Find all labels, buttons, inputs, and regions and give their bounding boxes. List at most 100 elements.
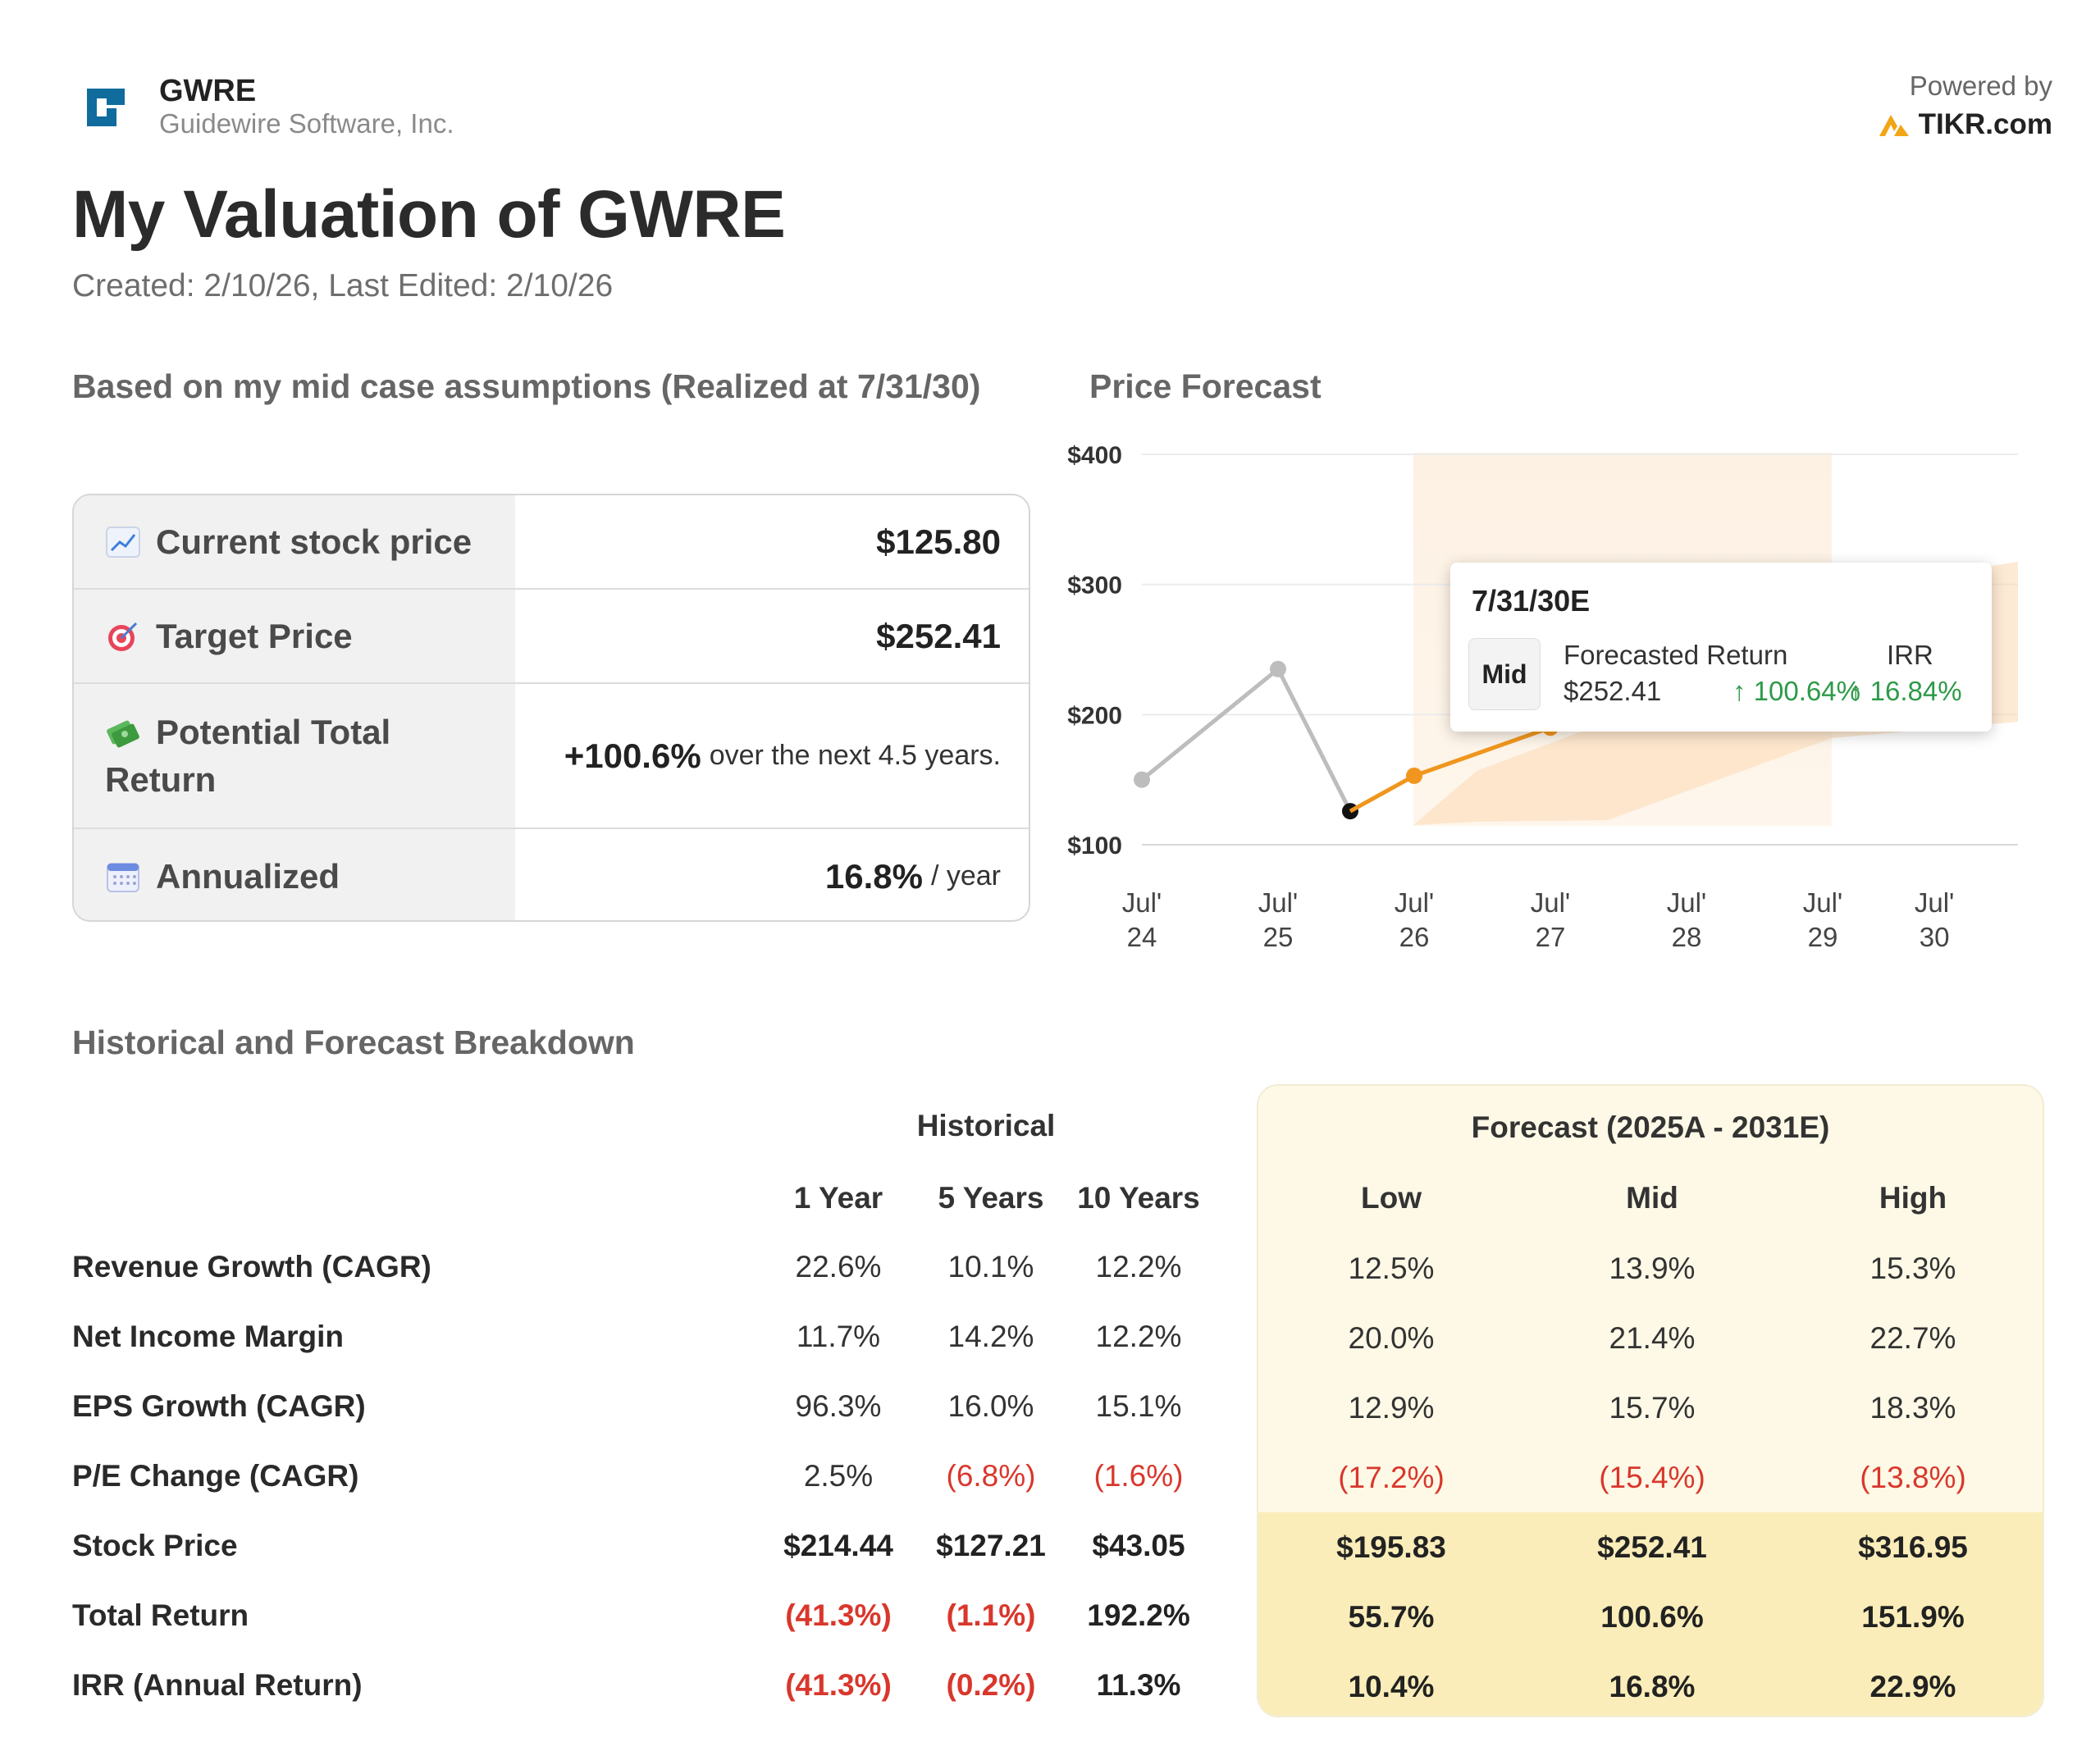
- company-name: Guidewire Software, Inc.: [159, 108, 454, 139]
- x-tick-label: 29: [1808, 922, 1838, 952]
- cell-high: $316.95: [1858, 1530, 1968, 1564]
- summary-label: Annualized: [156, 856, 340, 896]
- money-icon: [107, 720, 139, 747]
- summary-label: Target Price: [156, 616, 353, 655]
- cell-ten-years: 12.2%: [1095, 1320, 1182, 1353]
- cell-one-year: 2.5%: [803, 1459, 874, 1493]
- cell-five-years: $127.21: [936, 1529, 1046, 1562]
- cell-high: 151.9%: [1861, 1600, 1965, 1634]
- cell-high: 22.7%: [1869, 1321, 1956, 1355]
- row-label: EPS Growth (CAGR): [72, 1389, 366, 1423]
- cell-low: 55.7%: [1348, 1600, 1435, 1634]
- historical-point[interactable]: [1270, 660, 1286, 677]
- row-label: Net Income Margin: [72, 1320, 344, 1353]
- cell-high: (13.8%): [1860, 1461, 1966, 1494]
- tooltip-scenario-badge: Mid: [1468, 638, 1541, 710]
- cell-mid: 21.4%: [1609, 1321, 1696, 1355]
- tooltip-return: ↑ 100.64%: [1732, 676, 1860, 706]
- cell-one-year: 22.6%: [795, 1250, 882, 1284]
- chart-tooltip: 7/31/30E Mid Forecasted Return IRR $252.…: [1450, 563, 1992, 732]
- col-header-high: High: [1879, 1181, 1947, 1215]
- cell-one-year: (41.3%): [785, 1598, 892, 1632]
- summary-table: Current stock price $125.80 Target Price…: [72, 494, 1030, 922]
- y-tick-label: $300: [1067, 572, 1122, 600]
- col-header-ten-years: 10 Years: [1077, 1181, 1200, 1215]
- cell-low: 10.4%: [1348, 1670, 1435, 1703]
- x-tick-label: Jul': [1667, 887, 1707, 918]
- summary-label-cont: Return: [105, 759, 217, 799]
- tooltip-price: $252.41: [1564, 676, 1662, 706]
- cell-five-years: 14.2%: [947, 1320, 1034, 1353]
- row-label: Revenue Growth (CAGR): [72, 1250, 431, 1284]
- cell-low: (17.2%): [1338, 1461, 1445, 1494]
- row-label: IRR (Annual Return): [72, 1668, 363, 1702]
- tooltip-irr-label: IRR: [1887, 640, 1933, 670]
- col-header-one-year: 1 Year: [793, 1181, 883, 1215]
- tooltip-date: 7/31/30E: [1472, 584, 1591, 618]
- chart-heading: Price Forecast: [1089, 367, 1322, 405]
- y-tick-label: $400: [1067, 442, 1122, 469]
- breakdown-heading: Historical and Forecast Breakdown: [72, 1024, 635, 1061]
- annualized-note: / year: [930, 860, 1001, 891]
- forecast-group-header: Forecast (2025A - 2031E): [1471, 1110, 1830, 1144]
- total-return-note: over the next 4.5 years.: [709, 740, 1001, 771]
- annualized-value: 16.8%: [824, 856, 923, 896]
- x-tick-label: Jul': [1258, 887, 1299, 918]
- x-tick-label: Jul': [1122, 887, 1162, 918]
- cell-mid: 100.6%: [1600, 1600, 1704, 1634]
- cell-one-year: $214.44: [783, 1529, 893, 1562]
- ticker: GWRE: [159, 74, 257, 108]
- cell-five-years: 10.1%: [947, 1250, 1034, 1284]
- y-tick-label: $200: [1067, 702, 1122, 729]
- calendar-icon: [107, 862, 139, 892]
- forecast-panel: [1257, 1084, 2044, 1717]
- x-tick-label: Jul': [1531, 887, 1571, 918]
- cell-high: 22.9%: [1869, 1670, 1956, 1703]
- cell-low: 12.5%: [1348, 1252, 1435, 1285]
- x-tick-label: 24: [1127, 922, 1157, 952]
- cell-five-years: (0.2%): [946, 1668, 1036, 1702]
- cell-one-year: 96.3%: [795, 1389, 882, 1423]
- chart-up-icon: [106, 526, 140, 558]
- x-tick-label: 27: [1536, 922, 1566, 952]
- x-tick-label: Jul': [1803, 887, 1843, 918]
- page-title: My Valuation of GWRE: [72, 177, 786, 252]
- tikr-brand-label: TIKR.com: [1918, 108, 2052, 140]
- summary-heading: Based on my mid case assumptions (Realiz…: [72, 367, 981, 405]
- target-price-value: $252.41: [876, 616, 1001, 655]
- row-label: P/E Change (CAGR): [72, 1459, 359, 1493]
- tikr-brand[interactable]: TIKR.com: [1878, 108, 2052, 141]
- col-header-low: Low: [1361, 1181, 1422, 1215]
- tooltip-irr: ↑ 16.84%: [1849, 676, 1962, 706]
- row-label: Stock Price: [72, 1529, 238, 1562]
- company-logo: [87, 89, 125, 126]
- historical-point[interactable]: [1134, 771, 1150, 788]
- x-tick-label: 26: [1399, 922, 1430, 952]
- current-price-value: $125.80: [876, 522, 1001, 561]
- total-return-value: +100.6%: [564, 736, 701, 775]
- cell-low: 12.9%: [1348, 1391, 1435, 1425]
- cell-ten-years: 192.2%: [1087, 1598, 1190, 1632]
- col-header-five-years: 5 Years: [938, 1181, 1044, 1215]
- forecast-point[interactable]: [1406, 767, 1422, 784]
- y-tick-label: $100: [1067, 832, 1122, 859]
- cell-five-years: 16.0%: [947, 1389, 1034, 1423]
- summary-row-total-return: Potential Total Return +100.6% over the …: [74, 684, 1029, 829]
- cell-high: 18.3%: [1869, 1391, 1956, 1425]
- tooltip-return-label: Forecasted Return: [1564, 640, 1788, 670]
- summary-label: Current stock price: [156, 522, 472, 561]
- tikr-logo-icon: [1879, 115, 1909, 136]
- cell-ten-years: 12.2%: [1095, 1250, 1182, 1284]
- cell-mid: 15.7%: [1609, 1391, 1696, 1425]
- created-edited-dates: Created: 2/10/26, Last Edited: 2/10/26: [72, 268, 614, 303]
- x-tick-label: 30: [1920, 922, 1950, 952]
- cell-mid: $252.41: [1597, 1530, 1707, 1564]
- row-label: Total Return: [72, 1598, 249, 1632]
- cell-low: $195.83: [1336, 1530, 1446, 1564]
- cell-mid: 16.8%: [1609, 1670, 1696, 1703]
- historical-point[interactable]: [1341, 803, 1358, 820]
- cell-five-years: (6.8%): [946, 1459, 1036, 1493]
- historical-group-header: Historical: [916, 1109, 1056, 1142]
- cell-high: 15.3%: [1869, 1252, 1956, 1285]
- x-tick-label: 25: [1263, 922, 1294, 952]
